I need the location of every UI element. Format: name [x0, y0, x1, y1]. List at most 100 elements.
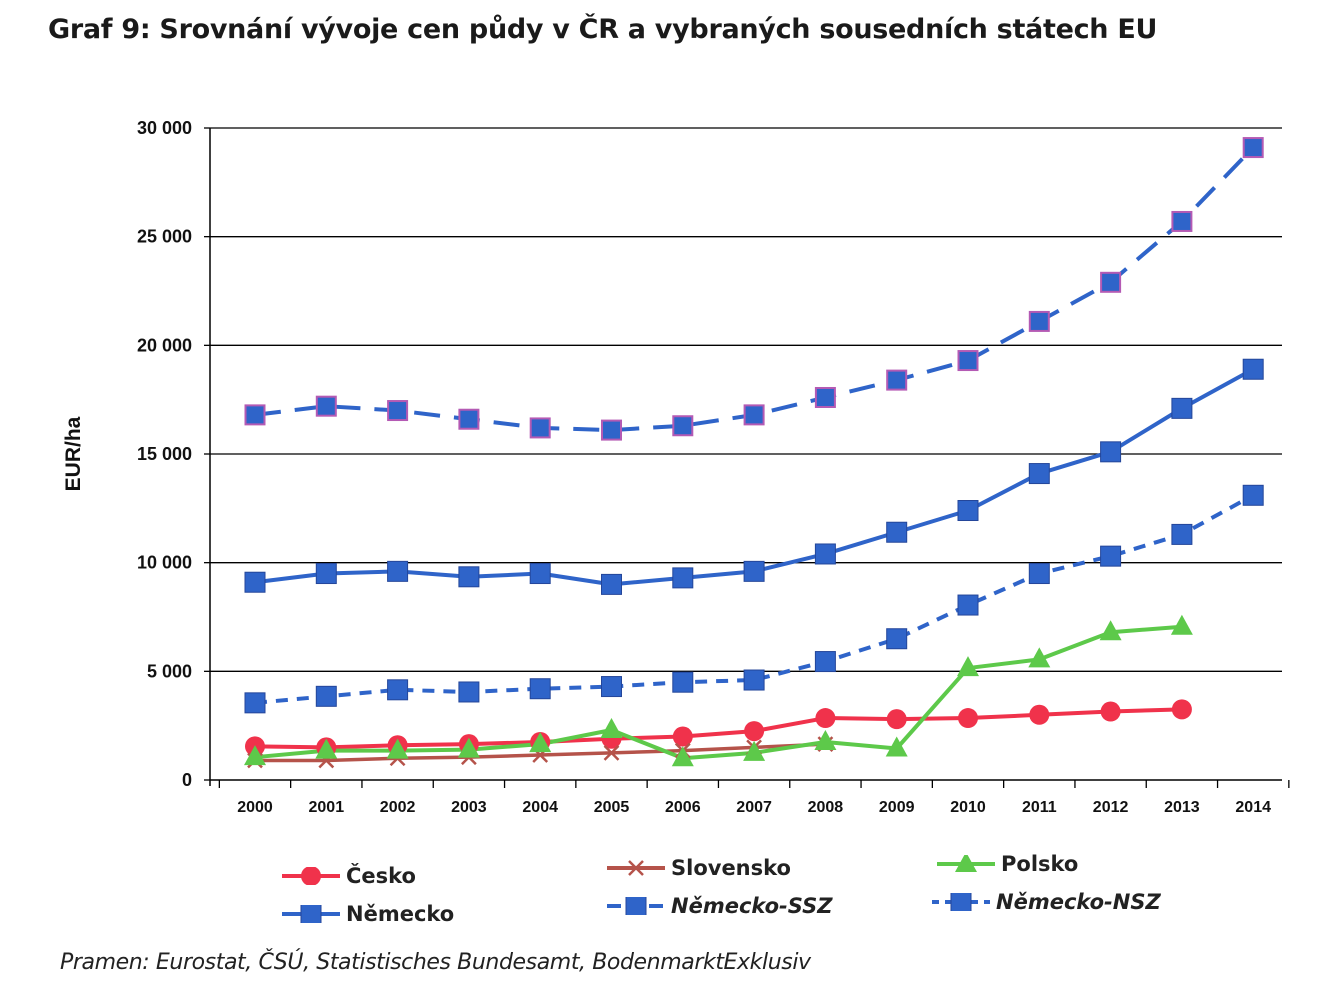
point-polsko-2011: [1028, 647, 1051, 668]
y-tick-label: 15 000: [137, 444, 192, 464]
point-cesko-2008: [815, 708, 836, 729]
y-tick-label: 30 000: [137, 118, 192, 138]
point-polsko-2010: [957, 656, 979, 677]
point-polsko-2012: [1099, 620, 1122, 641]
x-tick-label: 2007: [736, 799, 772, 816]
legend-swatch-nemecko-ssz: [607, 897, 665, 915]
x-tick-label: 2014: [1235, 799, 1271, 816]
legend-marker-nemecko: [300, 905, 322, 923]
point-nemecko-2006: [672, 567, 694, 589]
point-nemecko-nsz-2013: [1171, 523, 1193, 545]
x-tick-label: 2013: [1164, 799, 1200, 816]
point-nemecko-ssz-2004: [529, 417, 551, 439]
y-tick-label: 0: [182, 770, 192, 790]
point-nemecko-2009: [886, 521, 908, 543]
x-tick-label: 2003: [451, 799, 487, 816]
gridlines: [210, 127, 1282, 672]
point-nemecko-nsz-2014: [1242, 484, 1264, 506]
point-nemecko-ssz-2006: [672, 415, 694, 437]
point-cesko-2011: [1029, 704, 1050, 725]
point-polsko-2002: [386, 738, 409, 759]
point-nemecko-ssz-2000: [244, 404, 266, 426]
legend-item-nemecko-nsz: Německo-NSZ: [930, 890, 1161, 914]
point-nemecko-nsz-2002: [387, 679, 409, 701]
legend-marker-cesko: [301, 867, 321, 885]
point-nemecko-ssz-2012: [1100, 271, 1122, 293]
point-nemecko-2005: [601, 573, 622, 595]
y-tick-label: 5 000: [147, 661, 192, 681]
y-tick-label: 10 000: [137, 553, 192, 573]
point-nemecko-2000: [244, 571, 266, 593]
legend-swatch-polsko: [937, 855, 995, 872]
point-polsko-2001: [315, 738, 338, 759]
x-tick-label: 2005: [594, 799, 630, 816]
tick-labels: 0 5 000 10 000 15 000 20 000 25 000 30 000 2000…: [62, 118, 1271, 816]
point-nemecko-2001: [315, 563, 337, 585]
point-nemecko-nsz-2011: [1028, 563, 1050, 585]
legend-item-slovensko: Slovensko: [605, 856, 791, 880]
point-nemecko-nsz-2010: [957, 594, 979, 616]
series-line-polsko: [254, 624, 1183, 761]
legend-marker-nemecko-nsz: [950, 893, 972, 911]
point-cesko-2007: [744, 721, 765, 742]
point-nemecko-2012: [1100, 441, 1122, 463]
legend-swatch-slovensko: [607, 860, 665, 876]
point-nemecko-ssz-2005: [601, 419, 622, 441]
point-polsko-2008: [814, 729, 837, 750]
point-nemecko-nsz-2009: [886, 628, 908, 650]
point-polsko-2003: [457, 737, 480, 758]
point-nemecko-2007: [743, 560, 765, 582]
legend-marker-polsko: [955, 855, 977, 872]
legend-label-nemecko-nsz: Německo-NSZ: [996, 890, 1161, 914]
point-nemecko-2003: [458, 566, 480, 588]
point-nemecko-ssz-2010: [957, 350, 979, 372]
point-polsko-2009: [885, 736, 908, 757]
point-nemecko-ssz-2008: [814, 386, 836, 408]
point-nemecko-2008: [814, 543, 836, 565]
x-tick-label: 2004: [522, 799, 558, 816]
series-line-cesko: [254, 707, 1182, 750]
point-nemecko-2013: [1171, 397, 1193, 419]
point-nemecko-2010: [957, 500, 979, 522]
point-cesko-2012: [1100, 701, 1121, 722]
legend-label-cesko: Česko: [346, 864, 416, 888]
point-polsko-2004: [529, 732, 552, 753]
point-nemecko-ssz-2011: [1028, 310, 1050, 332]
legend-label-polsko: Polsko: [1001, 852, 1079, 876]
point-nemecko-2002: [387, 560, 409, 582]
point-nemecko-nsz-2003: [458, 681, 480, 703]
series-markers: [244, 137, 1264, 769]
point-nemecko-nsz-2012: [1100, 545, 1122, 567]
point-polsko-2013: [1170, 614, 1193, 635]
point-nemecko-ssz-2013: [1171, 210, 1193, 232]
point-nemecko-nsz-2005: [601, 676, 622, 698]
x-tick-label: 2001: [309, 799, 345, 816]
point-nemecko-nsz-2004: [529, 678, 551, 700]
legend: Česko Slovensko Polsko Německo Německo-SSZ Ně…: [280, 850, 1260, 930]
point-polsko-2006: [671, 746, 694, 767]
legend-marker-nemecko-ssz: [625, 897, 647, 915]
legend-label-nemecko: Německo: [346, 902, 455, 926]
point-polsko-2000: [244, 745, 266, 766]
x-tick-label: 2002: [380, 799, 416, 816]
x-tick-label: 2008: [808, 799, 844, 816]
legend-item-cesko: Česko: [280, 864, 416, 888]
point-cesko-2013: [1171, 699, 1192, 720]
source-note: Pramen: Eurostat, ČSÚ, Statistisches Bun…: [60, 950, 811, 975]
legend-item-nemecko-ssz: Německo-SSZ: [605, 894, 832, 918]
x-tick-label: 2000: [237, 799, 273, 816]
point-nemecko-ssz-2002: [387, 400, 409, 422]
point-cesko-2009: [886, 709, 907, 730]
point-nemecko-nsz-2006: [672, 671, 694, 693]
axes: [204, 127, 1290, 788]
y-tick-label: 25 000: [137, 227, 192, 247]
point-cesko-2006: [672, 726, 693, 747]
chart-title: Graf 9: Srovnání vývoje cen půdy v ČR a …: [48, 14, 1158, 45]
legend-label-nemecko-ssz: Německo-SSZ: [671, 894, 833, 918]
point-nemecko-ssz-2014: [1242, 137, 1264, 159]
legend-swatch-nemecko-nsz: [932, 893, 990, 911]
x-tick-label: 2009: [879, 799, 915, 816]
x-tick-label: 2011: [1022, 799, 1057, 816]
legend-item-nemecko: Německo: [280, 902, 454, 926]
